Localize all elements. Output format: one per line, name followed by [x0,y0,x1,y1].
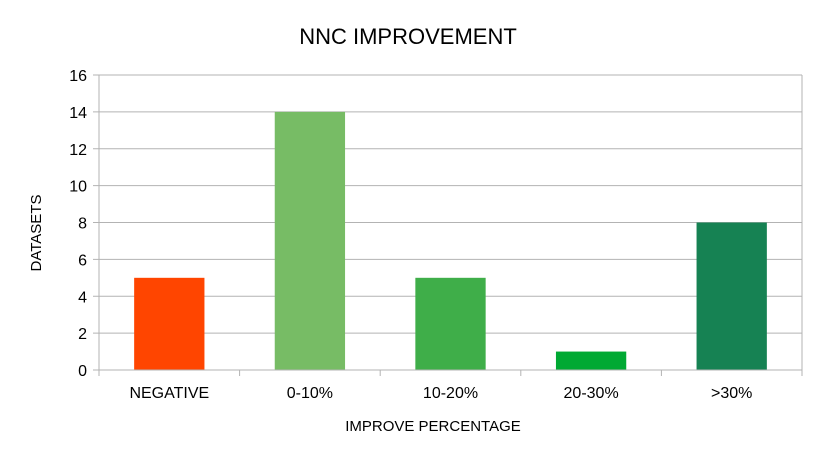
y-tick-label: 16 [69,68,87,85]
y-tick-label: 0 [78,363,87,380]
bar [134,277,205,370]
x-tick-label: >30% [711,385,752,402]
x-tick-label: 20-30% [564,385,619,402]
y-tick-label: 14 [69,105,87,122]
x-tick-label: NEGATIVE [129,385,209,402]
y-tick-label: 2 [78,326,87,343]
axes [93,74,803,376]
bar [415,277,486,370]
x-tick-label: 10-20% [423,385,478,402]
bars [134,111,767,370]
gridlines [99,74,802,334]
x-tick-label: 0-10% [287,385,333,402]
tick-labels: 0 2 4 6 8 10 12 14 16 NEGATIVE 0-10% 10-20% 20-30% >3… [69,68,752,402]
bar [696,222,767,370]
y-axis-title: DATASETS [28,195,45,272]
bar [274,111,346,370]
y-tick-label: 8 [78,216,87,233]
bar [555,351,627,370]
y-tick-label: 4 [78,289,87,306]
x-axis-title: IMPROVE PERCENTAGE [345,418,521,435]
y-tick-label: 10 [69,179,87,196]
y-tick-label: 6 [78,252,87,269]
chart-title: NNC IMPROVEMENT [299,24,517,49]
y-tick-label: 12 [69,142,87,159]
